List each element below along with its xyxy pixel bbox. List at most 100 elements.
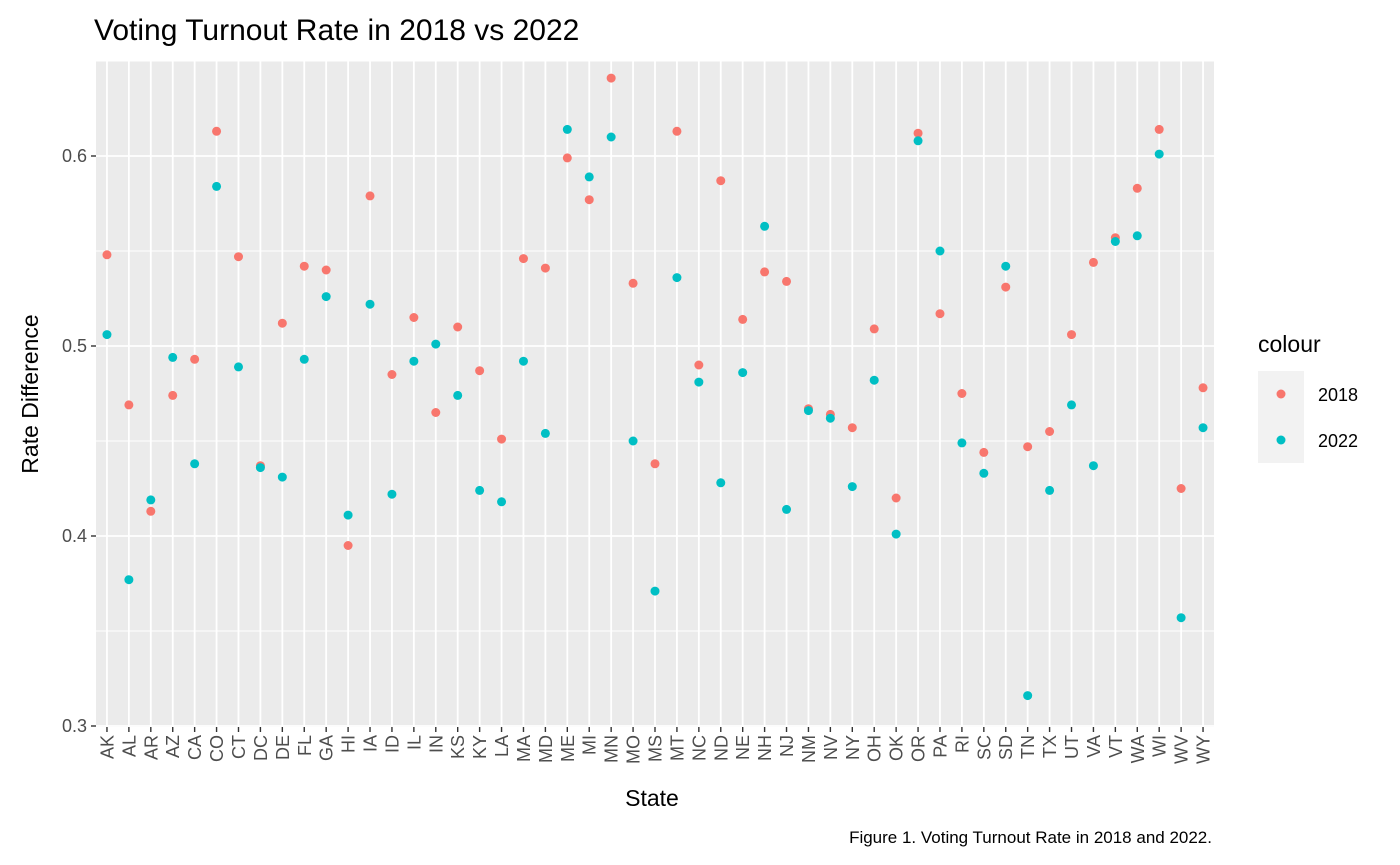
point-2022-NC [694,377,704,387]
point-2022-NH [760,221,770,231]
point-2022-WI [1154,149,1164,159]
point-2022-WA [1132,231,1142,241]
x-tick-label: NH [755,735,775,761]
point-2022-MS [650,586,660,596]
legend-label-2018: 2018 [1318,385,1358,405]
x-tick-label: KY [470,735,490,759]
point-2022-WY [1198,423,1208,433]
legend-label-2022: 2022 [1318,431,1358,451]
point-2018-ND [716,176,726,186]
point-2018-CT [233,252,243,262]
point-2022-IN [431,339,441,349]
point-2022-AR [146,495,156,505]
point-2018-IA [365,191,375,201]
point-2018-GA [321,265,331,275]
chart-title: Voting Turnout Rate in 2018 vs 2022 [94,14,579,47]
point-2022-HI [343,510,353,520]
x-axis-title: State [625,785,679,811]
point-2022-ID [387,489,397,499]
point-2018-VA [1088,257,1098,267]
point-2022-KY [475,485,485,495]
point-2018-FL [299,261,309,271]
x-tick-label: AL [119,735,139,757]
x-tick-label: VA [1084,735,1104,758]
y-tick-label: 0.6 [62,146,87,166]
point-2018-PA [935,309,945,319]
x-tick-label: AK [97,735,117,759]
point-2022-DC [255,463,265,473]
x-tick-label: KS [448,735,468,759]
point-2022-FL [299,354,309,364]
point-2018-NC [694,360,704,370]
point-2018-HI [343,541,353,550]
x-tick-label: WI [1150,735,1170,757]
point-2018-AZ [168,390,178,400]
point-2022-AK [102,330,112,340]
point-2018-MO [628,278,638,288]
x-tick-label: DC [251,735,271,761]
y-axis-title: Rate Difference [17,314,43,473]
point-2018-TX [1045,427,1055,436]
point-2018-AR [146,506,156,516]
x-tick-label: SD [996,735,1016,760]
x-tick-label: LA [492,735,512,757]
point-2018-WY [1198,383,1208,393]
point-2022-TX [1045,485,1055,495]
legend: colour 2018 2022 [1258,331,1358,463]
x-tick-label: ME [558,735,578,762]
x-tick-label: TN [1018,735,1038,759]
x-tick-label: HI [339,735,359,753]
x-tick-label: ND [711,735,731,761]
x-tick-label: CO [207,735,227,762]
point-2018-UT [1067,330,1077,340]
point-2022-CT [233,362,243,372]
point-2022-NJ [782,504,792,514]
point-2018-MS [650,459,660,469]
point-2018-MT [672,126,682,136]
point-2018-OH [869,324,879,334]
point-2018-MN [606,73,616,83]
point-2022-MA [518,356,528,366]
x-tick-label: OR [909,735,929,762]
point-2022-MI [584,172,594,182]
x-tick-label: OH [865,735,885,762]
point-2022-DE [277,472,287,482]
point-2018-CA [190,354,200,364]
x-tick-label: CT [229,735,249,759]
legend-marker-2022 [1276,435,1286,445]
x-tick-label: WY [1194,735,1214,764]
point-2018-WV [1176,484,1186,493]
point-2022-RI [957,438,967,448]
point-2022-OR [913,136,923,146]
point-2022-AZ [168,352,178,362]
point-2022-KS [453,390,463,400]
point-2018-OK [891,493,901,503]
point-2022-CA [190,459,200,469]
x-tick-label: IA [361,735,381,752]
y-tick-label: 0.4 [62,526,87,546]
point-2018-NY [847,423,857,433]
point-2018-MA [518,254,528,264]
point-2022-VA [1088,461,1098,471]
x-tick-label: UT [1062,735,1082,759]
point-2022-MN [606,132,616,142]
point-2018-AK [102,250,112,260]
x-tick-label: GA [317,735,337,761]
x-tick-label: CA [185,735,205,760]
x-tick-label: WA [1128,735,1148,763]
point-2022-CO [212,181,222,191]
x-tick-label: AZ [163,735,183,758]
point-2022-SC [979,468,989,478]
x-tick-label: WV [1172,735,1192,764]
point-2018-RI [957,389,967,398]
point-2022-MT [672,273,682,283]
point-2022-OH [869,375,879,385]
x-tick-label: IN [426,735,446,753]
x-tick-label: MN [602,735,622,763]
point-2022-ND [716,478,726,488]
point-2018-NH [760,267,770,277]
point-2018-ID [387,370,397,379]
grid-lines [96,60,1214,727]
y-tick-label: 0.5 [62,336,87,356]
x-tick-label: MD [536,735,556,763]
